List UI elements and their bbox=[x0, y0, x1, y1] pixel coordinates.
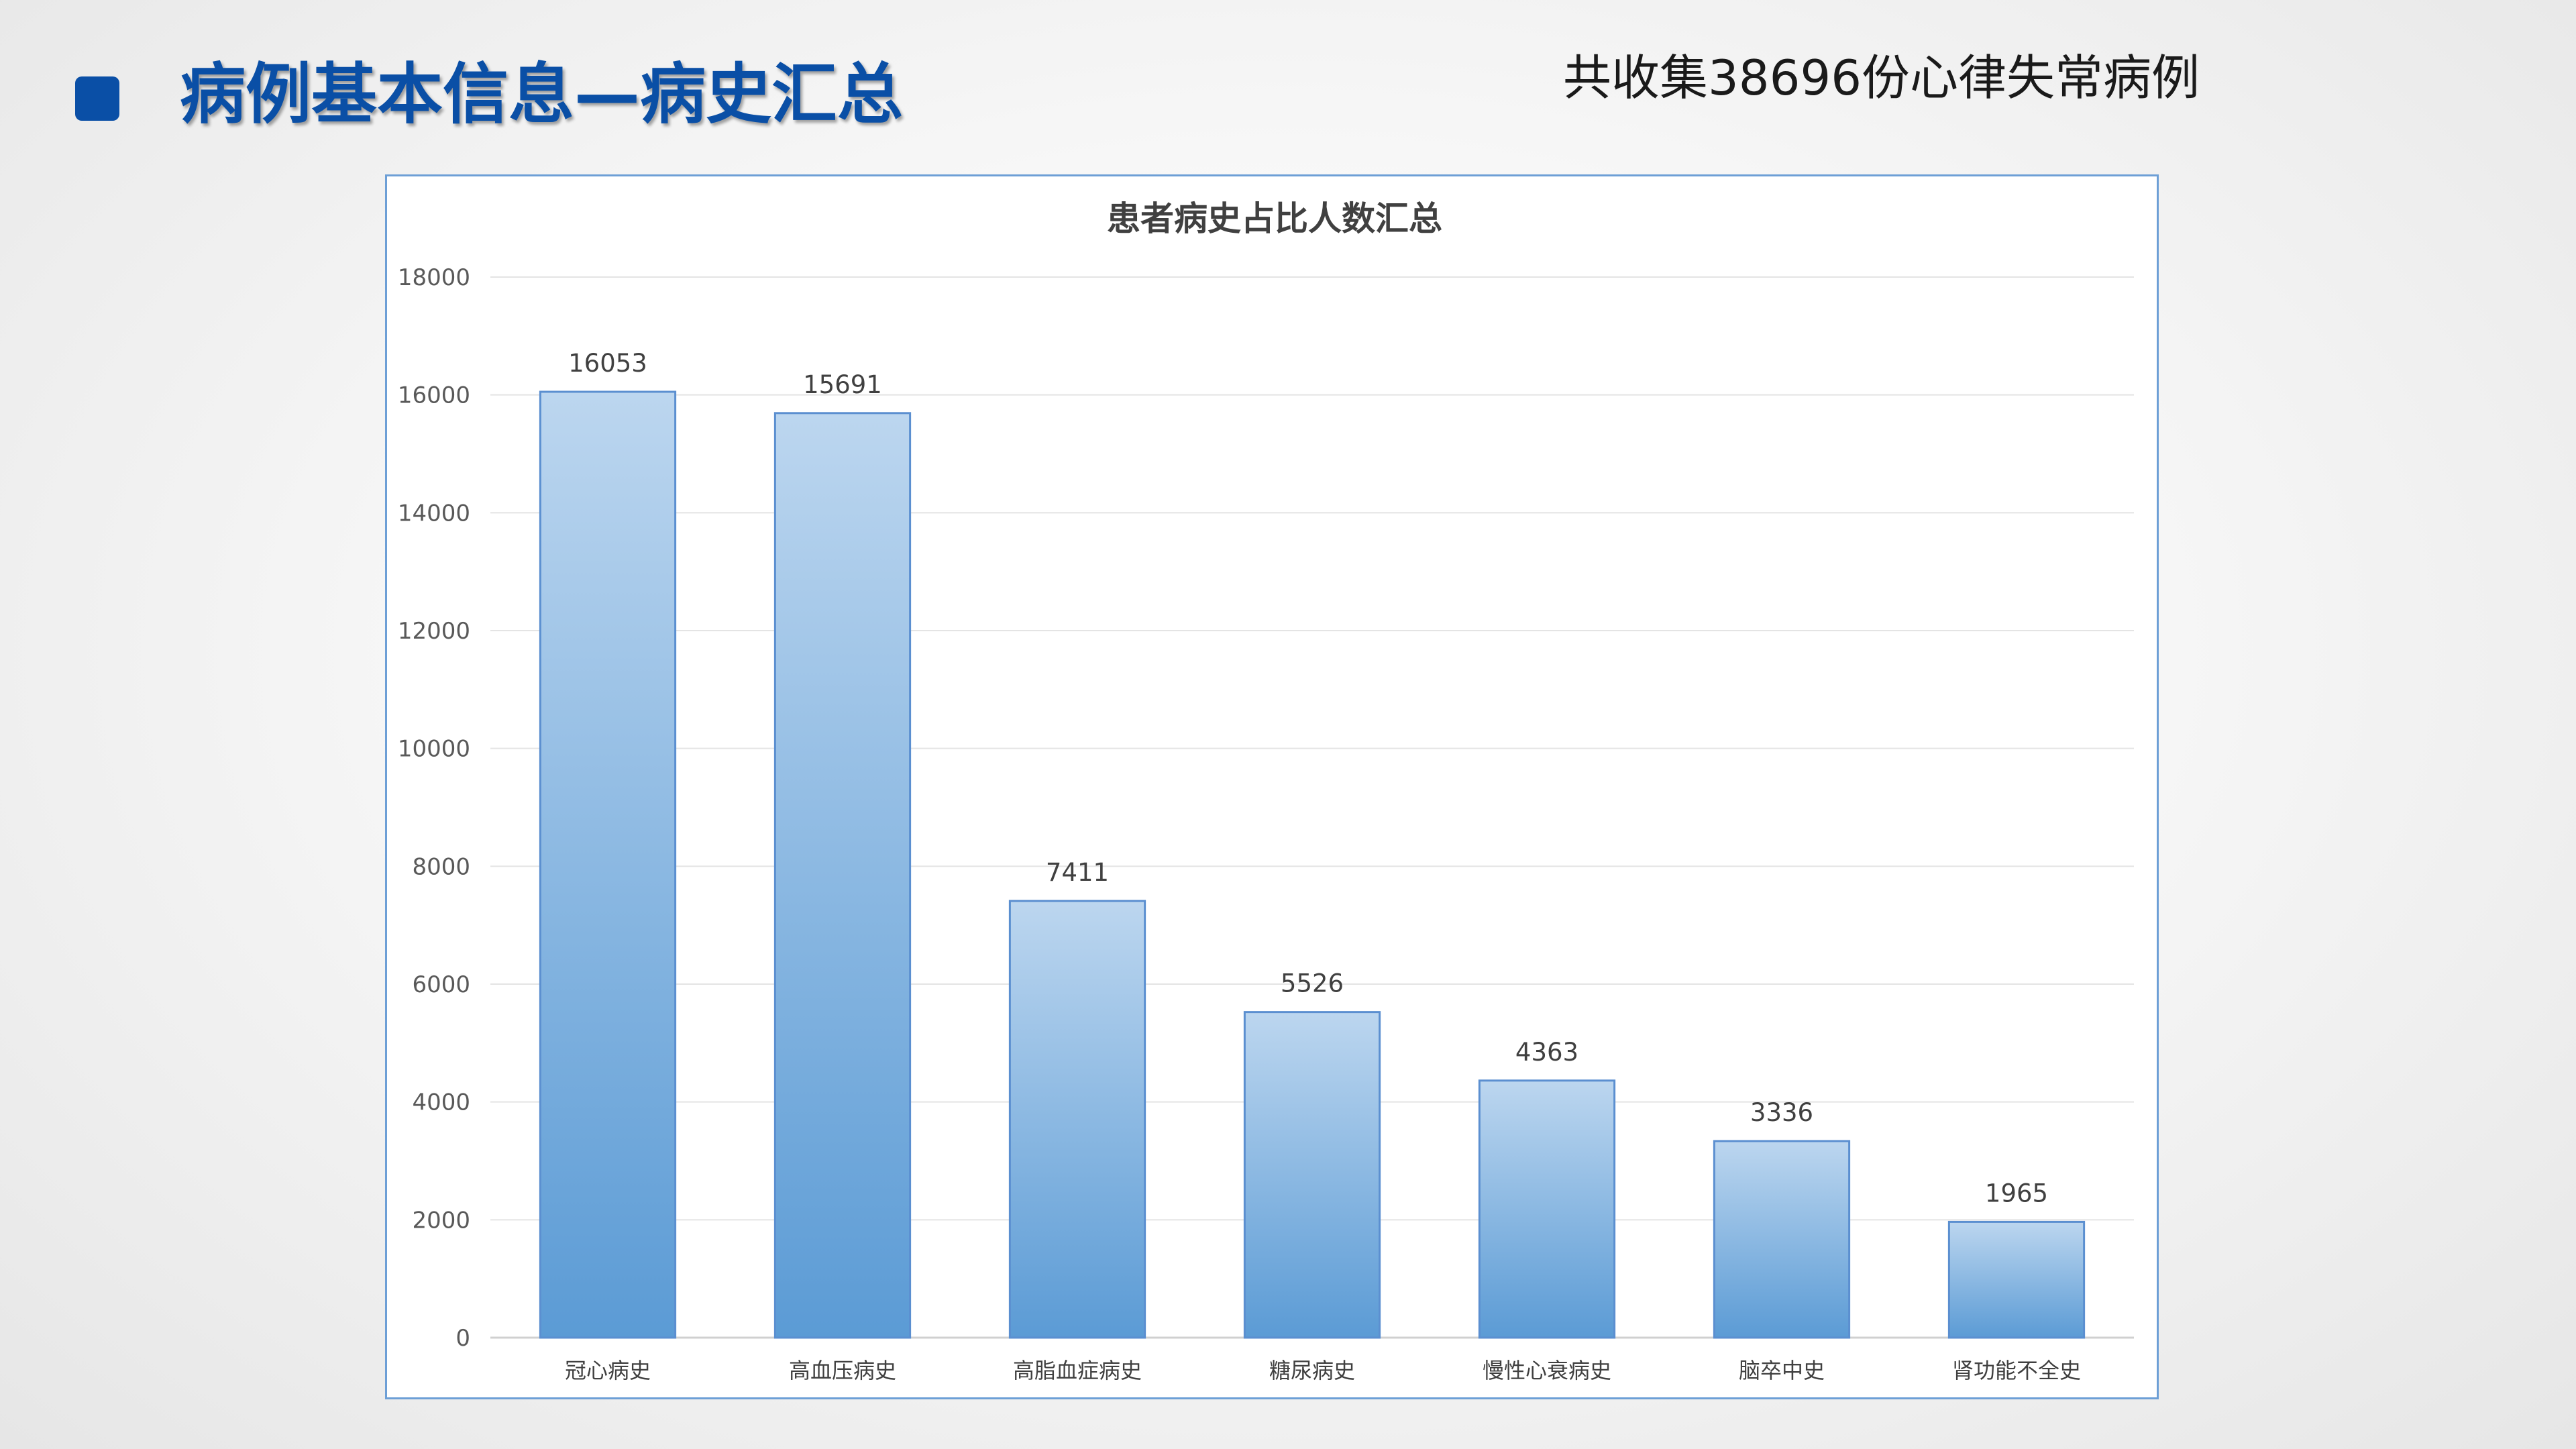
bar bbox=[1947, 1220, 2086, 1339]
x-category-label: 糖尿病史 bbox=[1269, 1358, 1355, 1383]
y-tick-label: 14000 bbox=[398, 500, 470, 527]
y-tick-label: 8000 bbox=[412, 853, 470, 880]
bars bbox=[539, 390, 2086, 1339]
x-category-label: 慢性心衰病史 bbox=[1483, 1358, 1611, 1383]
bar-value-label: 4363 bbox=[1515, 1038, 1578, 1067]
bar bbox=[539, 390, 677, 1339]
bar-value-label: 16053 bbox=[568, 349, 647, 378]
bar bbox=[1478, 1079, 1616, 1339]
x-category-label: 冠心病史 bbox=[565, 1358, 651, 1383]
bar-chart: 患者病史占比人数汇总 0 2000 4000 6000 8000 10000 12000 14… bbox=[398, 199, 2134, 1383]
bar-value-label: 7411 bbox=[1046, 858, 1109, 887]
bar bbox=[773, 412, 912, 1339]
bar-value-label: 5526 bbox=[1281, 969, 1344, 998]
y-tick-label: 12000 bbox=[398, 618, 470, 645]
bar bbox=[1243, 1011, 1381, 1339]
x-axis-category-labels: 冠心病史 高血压病史 高脂血症病史 糖尿病史 慢性心衰病史 脑卒中史 肾功能不全史 bbox=[565, 1358, 2081, 1383]
chart-container: 患者病史占比人数汇总 0 2000 4000 6000 8000 10000 12000 14… bbox=[385, 174, 2159, 1399]
y-tick-label: 6000 bbox=[412, 971, 470, 998]
y-tick-label: 0 bbox=[455, 1325, 470, 1352]
gridlines bbox=[490, 276, 2134, 1221]
bar bbox=[1713, 1140, 1851, 1339]
x-category-label: 脑卒中史 bbox=[1739, 1358, 1825, 1383]
chart-title: 患者病史占比人数汇总 bbox=[1107, 199, 1442, 238]
y-axis-tick-labels: 0 2000 4000 6000 8000 10000 12000 14000 16000 180… bbox=[398, 264, 470, 1352]
bar-value-label: 3336 bbox=[1750, 1098, 1813, 1127]
slide-title: 病例基本信息—病史汇总 bbox=[180, 56, 904, 133]
y-tick-label: 4000 bbox=[412, 1089, 470, 1116]
bar-value-label: 15691 bbox=[803, 370, 882, 399]
x-category-label: 高脂血症病史 bbox=[1013, 1358, 1142, 1383]
bar bbox=[1008, 900, 1146, 1339]
case-count-subtitle: 共收集38696份心律失常病例 bbox=[1563, 50, 2200, 106]
x-category-label: 高血压病史 bbox=[789, 1358, 896, 1383]
x-category-label: 肾功能不全史 bbox=[1952, 1358, 2081, 1383]
y-tick-label: 2000 bbox=[412, 1207, 470, 1234]
y-tick-label: 18000 bbox=[398, 264, 470, 291]
title-bullet-square bbox=[75, 76, 119, 121]
y-tick-label: 16000 bbox=[398, 382, 470, 409]
data-labels: 16053 15691 7411 5526 4363 3336 1965 bbox=[568, 349, 2048, 1208]
y-tick-label: 10000 bbox=[398, 736, 470, 763]
bar-value-label: 1965 bbox=[1985, 1179, 2048, 1208]
